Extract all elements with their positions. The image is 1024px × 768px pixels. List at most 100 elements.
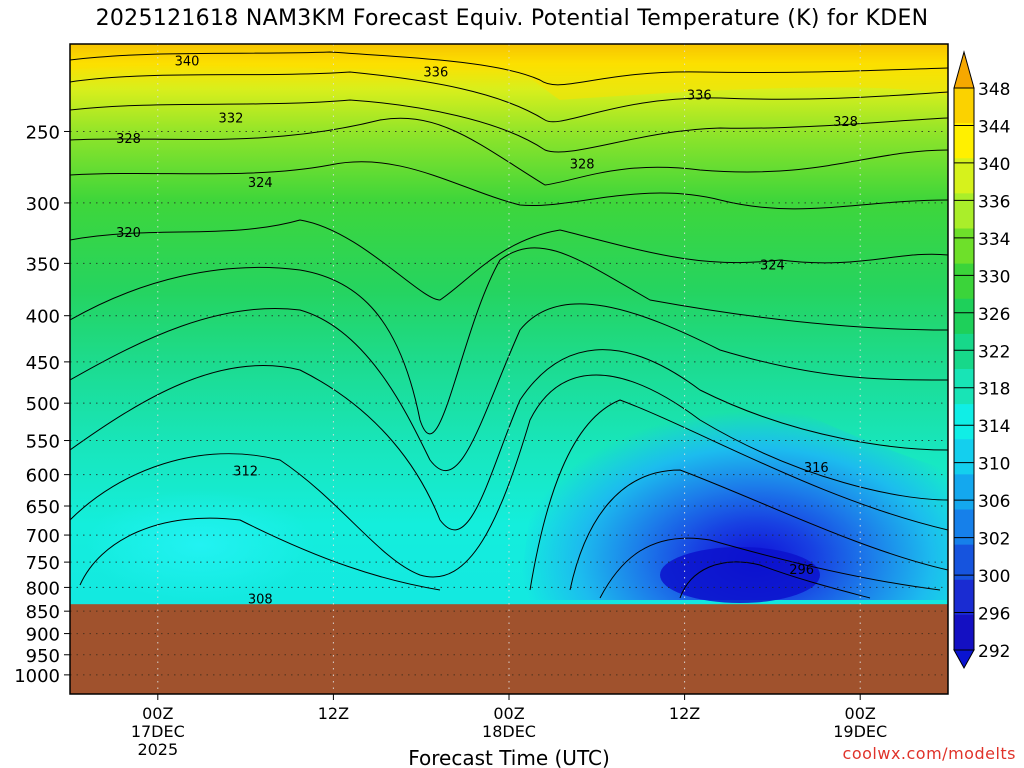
contour-label: 316 xyxy=(804,461,829,476)
colorbar-bottom-arrow xyxy=(953,649,975,670)
x-tick-label: 17DEC xyxy=(131,722,185,741)
y-tick-label: 300 xyxy=(26,194,60,215)
y-tick-label: 550 xyxy=(26,432,60,453)
colorbar-segment xyxy=(954,544,974,581)
colorbar-segment xyxy=(954,333,974,370)
contour-label: 328 xyxy=(833,115,858,130)
y-tick-label: 950 xyxy=(26,646,60,667)
warm-upper-band xyxy=(70,44,948,100)
x-tick-label: 12Z xyxy=(669,704,700,723)
colorbar-segment xyxy=(954,88,974,124)
colorbar-label: 322 xyxy=(978,342,1010,362)
colorbar-segment xyxy=(954,228,974,265)
colorbar-segment xyxy=(954,404,974,440)
colorbar-top-arrow xyxy=(953,50,975,89)
colorbar-segment xyxy=(954,158,974,194)
colorbar-label: 348 xyxy=(978,80,1010,100)
colorbar-segment xyxy=(954,474,974,510)
moist-region-left xyxy=(85,490,315,600)
contour-label: 312 xyxy=(233,464,258,479)
y-tick-label: 1000 xyxy=(14,666,60,687)
colorbar-label: 318 xyxy=(978,380,1010,400)
colorbar-label: 334 xyxy=(978,230,1010,250)
colorbar-label: 326 xyxy=(978,305,1010,325)
contour-label: 328 xyxy=(116,132,141,147)
colorbar-label: 292 xyxy=(978,642,1010,662)
colorbar-label: 306 xyxy=(978,492,1010,512)
x-axis-label: Forecast Time (UTC) xyxy=(408,746,610,768)
contour-line-12 xyxy=(569,469,948,591)
contour-label: 308 xyxy=(248,592,273,607)
colorbar-label: 314 xyxy=(978,417,1010,437)
y-tick-label: 250 xyxy=(26,122,60,143)
colorbar-label: 344 xyxy=(978,117,1010,137)
contour-line-4 xyxy=(70,117,948,186)
contour-line-5 xyxy=(70,161,948,210)
credit-text: coolwx.com/modelts xyxy=(842,744,1016,763)
contour-labels: 340 336 336 332 328 328 328 324 324 320 316 312 308 2… xyxy=(116,54,858,607)
y-tick-label: 500 xyxy=(26,394,60,415)
y-tick-label: 450 xyxy=(26,353,60,374)
contour-label: 336 xyxy=(423,65,448,80)
y-axis: 2503003504004505005506006507007508008509… xyxy=(14,122,70,687)
coldest-core xyxy=(660,547,820,603)
contour-label: 328 xyxy=(570,158,595,173)
contour-line-1 xyxy=(70,51,948,86)
contour-line-2 xyxy=(70,71,948,123)
x-tick-label: 00Z xyxy=(493,704,524,723)
x-tick-label: 00Z xyxy=(845,704,876,723)
y-tick-label: 650 xyxy=(26,497,60,518)
contour-lines xyxy=(70,51,948,599)
chart-title: 2025121618 NAM3KM Forecast Equiv. Potent… xyxy=(95,6,929,31)
colorbar-label: 330 xyxy=(978,267,1010,287)
y-tick-label: 850 xyxy=(26,602,60,623)
contour-label: 320 xyxy=(116,226,141,241)
contour-line-11 xyxy=(79,399,948,591)
y-tick-label: 900 xyxy=(26,625,60,646)
x-tick-label: 12Z xyxy=(318,704,349,723)
y-tick-label: 600 xyxy=(26,466,60,487)
contour-line-14 xyxy=(679,561,871,599)
contour-label: 324 xyxy=(760,259,785,274)
colorbar: 348 344 340 336 334 330 326 322 318 314 310 306 302 3… xyxy=(953,50,1010,670)
colorbar-segment xyxy=(954,579,974,616)
contour-label: 340 xyxy=(175,54,200,69)
colorbar-segment xyxy=(954,123,974,159)
contour-line-7 xyxy=(70,247,948,435)
x-tick-label: 18DEC xyxy=(482,722,536,741)
y-tick-label: 750 xyxy=(26,553,60,574)
colorbar-label: 300 xyxy=(978,567,1010,587)
gridlines xyxy=(70,44,948,694)
contour-line-3 xyxy=(70,99,948,153)
contour-label: 332 xyxy=(219,112,244,127)
x-tick-label: 2025 xyxy=(137,740,178,759)
colorbar-segment xyxy=(954,614,974,651)
contour-line-10 xyxy=(70,374,948,578)
colorbar-label: 302 xyxy=(978,530,1010,550)
colorbar-label: 310 xyxy=(978,455,1010,475)
colorbar-segment xyxy=(954,369,974,405)
contour-line-8 xyxy=(70,303,948,472)
cold-region xyxy=(520,330,948,600)
x-tick-label: 19DEC xyxy=(833,722,887,741)
y-tick-label: 700 xyxy=(26,526,60,547)
y-tick-label: 400 xyxy=(26,307,60,328)
colorbar-segment xyxy=(954,193,974,229)
colorbar-segment xyxy=(954,509,974,546)
y-tick-label: 800 xyxy=(26,578,60,599)
contour-label: 336 xyxy=(687,88,712,103)
colorbar-label: 340 xyxy=(978,155,1010,175)
colorbar-segment xyxy=(954,263,974,300)
colorbar-segment xyxy=(954,439,974,475)
colorbar-label: 296 xyxy=(978,605,1010,625)
contour-line-9 xyxy=(70,349,948,531)
colorbar-label: 336 xyxy=(978,192,1010,212)
contour-line-6 xyxy=(70,219,948,301)
contour-line-13 xyxy=(599,537,941,599)
colorbar-segment xyxy=(954,298,974,335)
x-tick-label: 00Z xyxy=(142,704,173,723)
contour-label: 324 xyxy=(248,176,273,191)
contour-label: 296 xyxy=(789,563,814,578)
